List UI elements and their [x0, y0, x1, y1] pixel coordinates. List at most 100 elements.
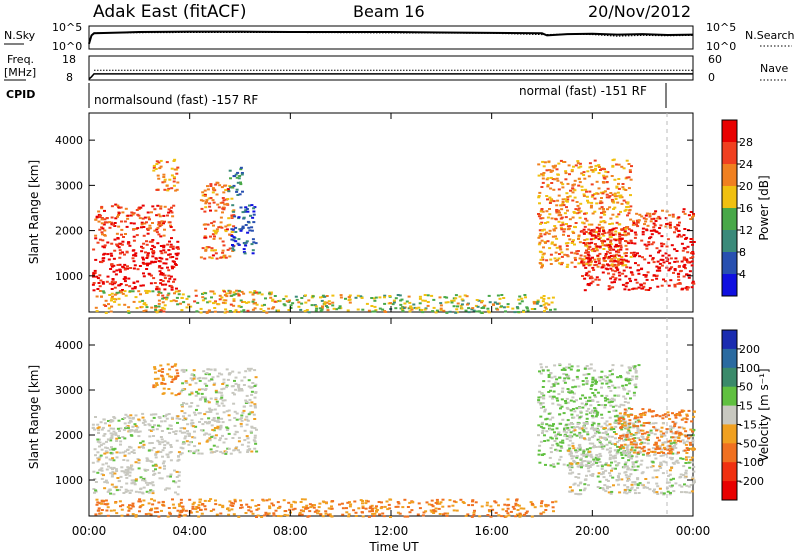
power-cell [567, 234, 570, 237]
power-tick-label: 16 [739, 202, 753, 215]
velocity-cell [245, 435, 249, 438]
power-cell [421, 311, 425, 314]
power-cell [220, 296, 224, 299]
velocity-cell [544, 509, 548, 511]
power-cell [614, 195, 618, 198]
power-cell [117, 225, 121, 228]
velocity-cell [578, 448, 582, 451]
power-cell [245, 301, 249, 304]
power-cell [496, 308, 500, 311]
power-cell [239, 305, 243, 308]
velocity-cell [640, 424, 644, 427]
power-cell [609, 243, 613, 246]
velocity-cell [539, 425, 543, 428]
velocity-cell [218, 503, 222, 506]
power-cell [609, 264, 613, 267]
velocity-cell [203, 505, 207, 508]
power-cell [243, 301, 246, 303]
power-cell [108, 226, 112, 229]
velocity-cell [623, 463, 627, 466]
velocity-cell [575, 425, 579, 428]
velocity-cell [148, 435, 152, 438]
velocity-cell [591, 376, 595, 379]
velocity-cell [683, 476, 687, 479]
velocity-cell [182, 441, 186, 444]
power-cell [239, 168, 243, 171]
velocity-cell [575, 399, 578, 402]
power-cell [633, 236, 637, 239]
power-cell [617, 258, 620, 261]
velocity-cell [253, 436, 257, 439]
power-cell [237, 294, 241, 297]
power-cell [123, 303, 127, 306]
velocity-cell [182, 442, 186, 445]
velocity-cell [626, 444, 630, 447]
velocity-cell [136, 458, 140, 461]
velocity-cell [292, 500, 296, 503]
velocity-cell [633, 384, 637, 386]
velocity-cell [113, 447, 117, 450]
power-cell [240, 310, 243, 313]
velocity-cell [622, 452, 626, 455]
power-cell [558, 245, 562, 248]
velocity-cell [209, 451, 213, 454]
velocity-cell [220, 402, 224, 405]
velocity-cell [106, 506, 110, 509]
velocity-cell [594, 379, 597, 382]
power-cell [160, 223, 164, 226]
power-cell [629, 178, 633, 181]
velocity-cell [569, 450, 573, 453]
velocity-cell [632, 422, 636, 425]
power-cell [506, 303, 510, 306]
power-cell [577, 177, 581, 180]
velocity-cell [178, 513, 182, 516]
power-cell [247, 226, 251, 229]
power-cell [624, 208, 628, 211]
power-cell [370, 297, 374, 299]
velocity-cell [327, 507, 331, 510]
velocity-cell [147, 491, 151, 494]
power-cell [692, 214, 695, 217]
power-cell [110, 281, 114, 283]
power-cell [223, 311, 227, 314]
velocity-cell [654, 422, 658, 425]
velocity-cell [371, 510, 374, 513]
velocity-cell [298, 513, 302, 516]
velocity-cell [544, 505, 548, 508]
power-cell [100, 218, 104, 221]
velocity-cell [225, 429, 229, 431]
power-cell [252, 213, 256, 216]
velocity-cell [178, 430, 182, 433]
velocity-cell [112, 485, 116, 488]
power-cell [145, 243, 149, 246]
velocity-cell [96, 440, 100, 443]
power-cell [545, 210, 549, 213]
velocity-cell [149, 429, 153, 432]
velocity-cell [594, 388, 598, 391]
velocity-cell [556, 382, 560, 385]
velocity-cell [592, 458, 596, 461]
velocity-cell [576, 450, 580, 452]
power-cell [592, 237, 596, 240]
velocity-cell [126, 513, 130, 516]
velocity-cell [119, 486, 123, 489]
velocity-cell [110, 446, 113, 449]
power-cell [117, 284, 121, 287]
velocity-cell [617, 439, 621, 442]
velocity-cell [646, 436, 650, 439]
power-cell [152, 166, 156, 169]
x-tick-label: 04:00 [172, 524, 207, 538]
velocity-cell [225, 410, 229, 413]
velocity-cell [514, 502, 518, 505]
power-cell [590, 234, 594, 237]
velocity-cell [151, 503, 155, 506]
velocity-cell [651, 476, 655, 479]
velocity-cell [173, 377, 177, 380]
power-cell [618, 274, 622, 277]
power-cell [628, 169, 632, 172]
velocity-cell [216, 375, 220, 378]
power-cell [572, 239, 575, 242]
power-cell [215, 257, 219, 260]
velocity-cell [188, 383, 192, 386]
velocity-cell [126, 459, 130, 462]
